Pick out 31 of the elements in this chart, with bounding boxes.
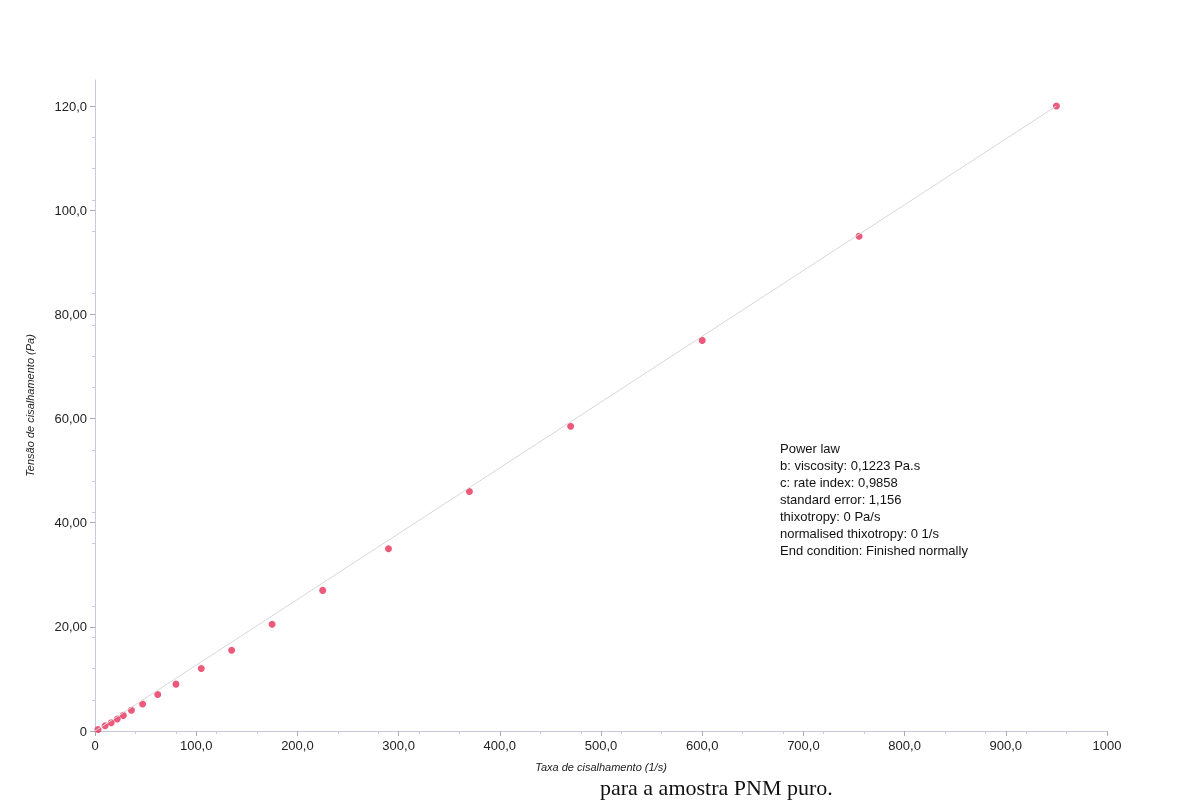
x-tick-label: 200,0 — [281, 738, 314, 753]
y-tick-label: 120,0 — [54, 98, 87, 114]
x-tick-label: 400,0 — [483, 738, 517, 753]
point — [384, 545, 392, 553]
y-tick-label: 20,00 — [54, 619, 87, 635]
x-tick-label: 100,0 — [179, 738, 213, 753]
x-tick-label: 300,0 — [382, 738, 415, 753]
x-tick-label: 600,0 — [685, 738, 719, 753]
point — [154, 691, 162, 699]
y-tick-label: 80,00 — [54, 306, 87, 322]
x-tick-label: 700,0 — [787, 738, 820, 753]
point — [228, 646, 236, 654]
x-tick-label: 800,0 — [888, 738, 921, 753]
point — [698, 336, 706, 344]
y-tick-label: 0 — [79, 723, 87, 739]
point — [319, 586, 327, 594]
y-tick-label: 60,00 — [54, 411, 87, 427]
x-tick-label: 0 — [91, 738, 99, 753]
point — [567, 422, 575, 430]
x-tick-label: 1000 — [1092, 738, 1122, 753]
point — [268, 620, 276, 628]
point — [465, 487, 473, 495]
x-axis-title: Taxa de cisalhamento (1/s) — [535, 760, 668, 773]
point — [197, 665, 205, 672]
annotation: Power law b: viscosity: 0,1223 Pa.s c: rate index: 0,9858 standard error: 1,156 thixotropy: 0 Pa/s normalised thixotropy: 0 1/s End condition: Finished normally — [780, 441, 969, 558]
y-tick-label: 40,00 — [54, 515, 87, 531]
x-tick-label: 900,0 — [989, 738, 1023, 753]
y-tick-label: 100,0 — [54, 202, 87, 218]
text: para a amostra PNM puro. — [600, 774, 833, 800]
x-tick-label: 500,0 — [584, 738, 618, 753]
y-axis-title: Tensão de cisalhamento (Pa) — [23, 333, 36, 477]
